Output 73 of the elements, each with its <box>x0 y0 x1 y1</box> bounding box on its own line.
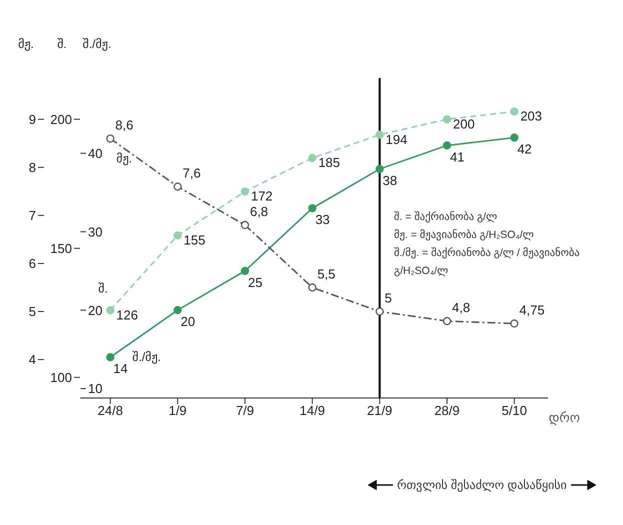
y2-tick-label: 200 <box>50 112 72 127</box>
x-tick-label: 1/9 <box>168 403 187 418</box>
point <box>106 353 114 362</box>
point <box>308 204 316 212</box>
data-label: 33 <box>315 212 330 228</box>
y-tick-label: 20 <box>88 302 102 318</box>
series-label: შ./მჟ. <box>132 350 162 364</box>
y2-axis-title: შ. <box>57 37 67 51</box>
data-label: 41 <box>450 149 464 164</box>
y3-tick-label: 6 <box>28 256 36 272</box>
point <box>442 141 452 150</box>
point <box>442 115 452 124</box>
data-label: 20 <box>180 314 196 330</box>
data-label: 4,8 <box>452 300 470 316</box>
data-label: 5 <box>384 290 392 306</box>
text: რთვლის შესაძლო დასაწყისი <box>397 478 567 492</box>
point <box>106 306 114 314</box>
x-tick-label: 21/9 <box>367 403 392 418</box>
x-tick-label: 28/9 <box>434 403 460 418</box>
point <box>510 134 518 142</box>
data-label: 7,6 <box>182 166 201 181</box>
data-label: 200 <box>452 116 475 132</box>
series-label: მჟ. <box>116 152 132 166</box>
point <box>106 134 114 143</box>
y3-tick-label: 4 <box>28 352 36 368</box>
point <box>442 317 452 326</box>
point <box>376 130 384 139</box>
data-label: 42 <box>517 142 532 157</box>
data-label: 6,8 <box>250 204 268 220</box>
y-tick-label: 10 <box>88 381 102 396</box>
y2-tick-label: 100 <box>50 370 72 385</box>
point <box>308 154 316 162</box>
x-tick-label: 24/8 <box>98 403 123 418</box>
annotation: მჟ. = მჟავიანობა გ/H₂SO₄/ლ <box>394 228 535 243</box>
point <box>308 283 316 292</box>
data-label: 14 <box>113 361 128 376</box>
x-axis-title: დრო <box>548 410 580 425</box>
point <box>240 187 250 196</box>
y3-tick-label: 9 <box>28 112 36 127</box>
y3-tick-label: 8 <box>28 160 36 175</box>
point <box>240 266 250 276</box>
data-label: 38 <box>382 172 398 188</box>
data-label: 155 <box>184 232 206 248</box>
data-label: 126 <box>116 307 138 322</box>
data-label: 8,6 <box>115 118 134 133</box>
annotation: შ. = შაქრიანობა გ/ლ <box>394 210 498 225</box>
series-label: შ. <box>98 281 108 296</box>
point <box>376 307 384 316</box>
point <box>510 107 518 116</box>
data-label: 5,5 <box>317 266 336 282</box>
y3-tick-label: 5 <box>28 304 36 320</box>
point <box>174 306 182 314</box>
point <box>376 164 384 174</box>
point <box>174 182 182 191</box>
data-label: 4,75 <box>519 302 545 318</box>
point <box>174 231 182 240</box>
y-tick-label: 30 <box>88 224 102 240</box>
x-tick-label: 14/9 <box>300 403 325 418</box>
point <box>240 220 250 230</box>
y-tick-label: 40 <box>88 146 102 161</box>
y-axis-title: შ./მჟ. <box>82 37 112 51</box>
x-tick-label: 5/10 <box>502 403 527 418</box>
x-tick-label: 7/9 <box>236 403 254 418</box>
data-label: 185 <box>318 155 340 170</box>
data-label: 172 <box>250 188 273 204</box>
data-label: 203 <box>520 108 542 124</box>
point <box>510 319 518 328</box>
annotation: შ./მჟ. = შაქრიანობა გ/ლ / მჟავიანობა გ/H₂SO₄/ლ <box>394 246 581 279</box>
y2-tick-label: 150 <box>50 240 72 256</box>
y3-axis-title: მჟ. <box>18 37 34 51</box>
y3-tick-label: 7 <box>28 208 36 224</box>
data-label: 25 <box>248 274 262 290</box>
data-label: 194 <box>386 132 408 147</box>
